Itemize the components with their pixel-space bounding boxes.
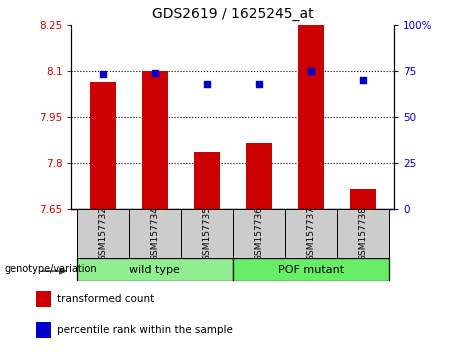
Bar: [233, 209, 285, 258]
Text: wild type: wild type: [129, 265, 180, 275]
Text: GSM157734: GSM157734: [150, 206, 159, 261]
Bar: [129, 209, 181, 258]
Point: [307, 68, 314, 74]
Bar: [194, 152, 220, 209]
Text: POF mutant: POF mutant: [278, 265, 344, 275]
Title: GDS2619 / 1625245_at: GDS2619 / 1625245_at: [152, 7, 313, 21]
Text: transformed count: transformed count: [58, 294, 154, 304]
Text: percentile rank within the sample: percentile rank within the sample: [58, 325, 233, 335]
Point: [359, 77, 366, 83]
Bar: [142, 71, 168, 209]
Bar: [350, 189, 376, 209]
Text: GSM157732: GSM157732: [98, 206, 107, 261]
Point: [151, 70, 159, 75]
Bar: [181, 209, 233, 258]
Bar: [77, 209, 129, 258]
Text: GSM157735: GSM157735: [202, 206, 211, 261]
Text: GSM157736: GSM157736: [254, 206, 263, 261]
Bar: [36, 291, 51, 307]
Bar: [77, 258, 233, 281]
Bar: [233, 258, 389, 281]
Text: genotype/variation: genotype/variation: [5, 264, 97, 274]
Point: [255, 81, 262, 86]
Bar: [90, 81, 116, 209]
Text: GSM157737: GSM157737: [307, 206, 315, 261]
Bar: [337, 209, 389, 258]
Text: GSM157738: GSM157738: [358, 206, 367, 261]
Bar: [36, 322, 51, 338]
Bar: [285, 209, 337, 258]
Bar: [298, 25, 324, 209]
Point: [203, 81, 211, 86]
Point: [99, 72, 106, 77]
Bar: [246, 143, 272, 209]
